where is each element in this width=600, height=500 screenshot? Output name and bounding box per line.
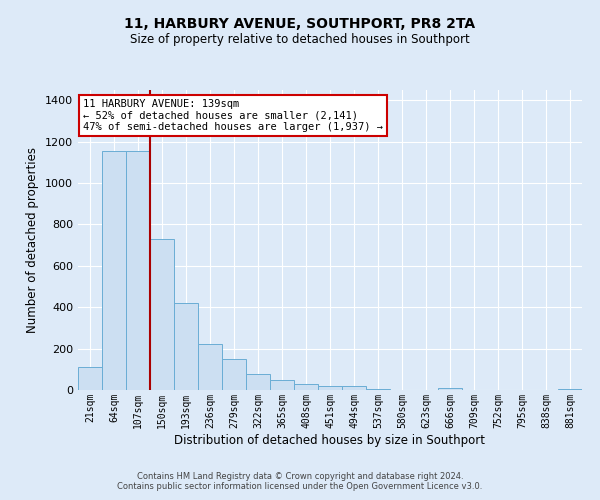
Bar [126,151,150,390]
Bar [342,386,366,390]
Bar [174,303,198,390]
Bar [198,344,222,390]
Text: Contains HM Land Registry data © Crown copyright and database right 2024.: Contains HM Land Registry data © Crown c… [137,472,463,481]
Text: Contains public sector information licensed under the Open Government Licence v3: Contains public sector information licen… [118,482,482,491]
Text: 11, HARBURY AVENUE, SOUTHPORT, PR8 2TA: 11, HARBURY AVENUE, SOUTHPORT, PR8 2TA [124,18,476,32]
Bar [222,359,246,390]
Bar [318,386,342,390]
Bar [78,367,102,390]
Y-axis label: Number of detached properties: Number of detached properties [26,147,40,333]
Bar [366,389,390,390]
Bar [150,239,174,390]
Bar [102,151,126,390]
Bar [558,389,582,390]
X-axis label: Distribution of detached houses by size in Southport: Distribution of detached houses by size … [175,434,485,446]
Bar [294,384,318,390]
Text: Size of property relative to detached houses in Southport: Size of property relative to detached ho… [130,32,470,46]
Text: 11 HARBURY AVENUE: 139sqm
← 52% of detached houses are smaller (2,141)
47% of se: 11 HARBURY AVENUE: 139sqm ← 52% of detac… [83,99,383,132]
Bar [270,380,294,390]
Bar [246,374,270,390]
Bar [438,388,462,390]
